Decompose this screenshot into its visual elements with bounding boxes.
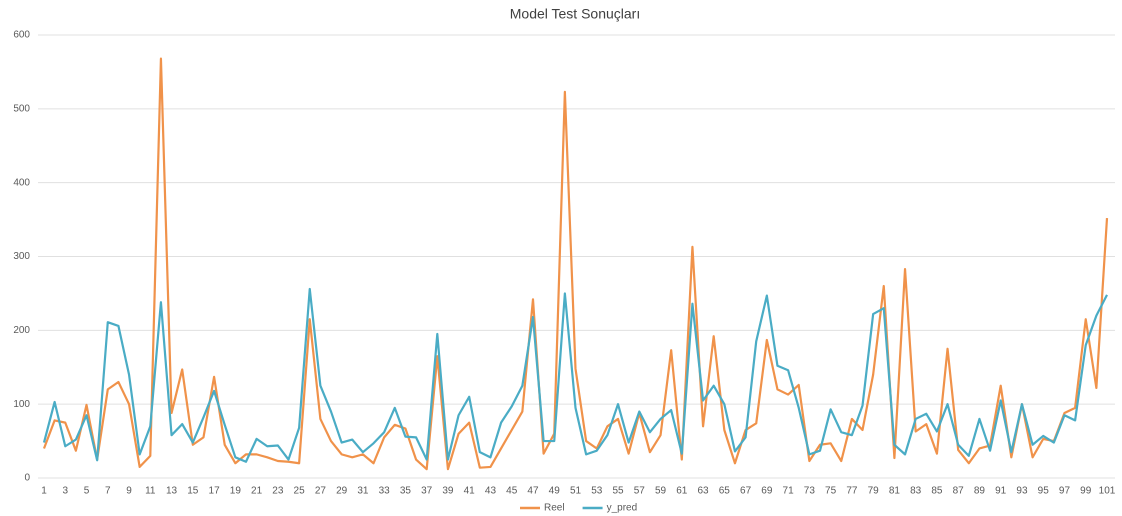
- x-tick-label: 81: [889, 486, 901, 497]
- x-tick-label: 29: [336, 486, 348, 497]
- y-tick-label: 300: [13, 251, 30, 262]
- x-tick-label: 9: [126, 486, 132, 497]
- x-tick-label: 37: [421, 486, 433, 497]
- x-tick-label: 7: [105, 486, 111, 497]
- x-tick-label: 69: [761, 486, 773, 497]
- x-tick-label: 19: [230, 486, 242, 497]
- y-tick-label: 100: [13, 399, 30, 410]
- x-tick-label: 67: [740, 486, 752, 497]
- x-tick-label: 85: [931, 486, 943, 497]
- x-tick-label: 3: [62, 486, 68, 497]
- x-tick-label: 79: [868, 486, 880, 497]
- x-tick-label: 15: [187, 486, 199, 497]
- x-tick-label: 65: [719, 486, 731, 497]
- x-tick-label: 63: [697, 486, 709, 497]
- x-tick-label: 21: [251, 486, 263, 497]
- x-tick-label: 5: [84, 486, 90, 497]
- x-tick-label: 73: [804, 486, 816, 497]
- x-tick-label: 35: [400, 486, 412, 497]
- series-line: [42, 287, 1108, 463]
- x-tick-label: 83: [910, 486, 922, 497]
- x-tick-label: 41: [464, 486, 476, 497]
- x-tick-label: 71: [783, 486, 795, 497]
- x-tick-label: 53: [591, 486, 603, 497]
- x-tick-label: 55: [612, 486, 624, 497]
- legend-label: y_pred: [607, 503, 638, 514]
- x-tick-label: 47: [527, 486, 539, 497]
- x-tick-label: 77: [846, 486, 858, 497]
- x-tick-label: 57: [634, 486, 646, 497]
- x-tick-label: 99: [1080, 486, 1092, 497]
- x-tick-label: 49: [549, 486, 561, 497]
- y-tick-label: 400: [13, 177, 30, 188]
- x-tick-label: 61: [676, 486, 688, 497]
- x-tick-label: 11: [145, 486, 156, 497]
- x-tick-label: 43: [485, 486, 497, 497]
- x-tick-label: 45: [506, 486, 518, 497]
- y-tick-label: 200: [13, 325, 30, 336]
- y-tick-label: 0: [24, 473, 30, 484]
- x-tick-label: 13: [166, 486, 178, 497]
- x-tick-label: 75: [825, 486, 837, 497]
- y-tick-label: 600: [13, 30, 30, 41]
- x-tick-label: 27: [315, 486, 327, 497]
- x-tick-label: 23: [272, 486, 284, 497]
- x-tick-label: 59: [655, 486, 667, 497]
- x-tick-label: 31: [357, 486, 369, 497]
- chart-title: Model Test Sonuçları: [510, 6, 640, 22]
- x-tick-label: 91: [995, 486, 1007, 497]
- x-tick-label: 51: [570, 486, 582, 497]
- x-tick-label: 1: [41, 486, 47, 497]
- x-tick-label: 97: [1059, 486, 1071, 497]
- x-tick-label: 33: [379, 486, 391, 497]
- x-tick-label: 93: [1016, 486, 1028, 497]
- x-tick-label: 39: [442, 486, 454, 497]
- x-tick-label: 101: [1099, 486, 1116, 497]
- x-tick-label: 95: [1038, 486, 1050, 497]
- y-tick-label: 500: [13, 103, 30, 114]
- legend-label: Reel: [544, 503, 565, 514]
- series-line: [42, 57, 1109, 471]
- x-tick-label: 89: [974, 486, 986, 497]
- x-tick-label: 25: [294, 486, 306, 497]
- x-tick-label: 87: [953, 486, 965, 497]
- x-tick-label: 17: [209, 486, 221, 497]
